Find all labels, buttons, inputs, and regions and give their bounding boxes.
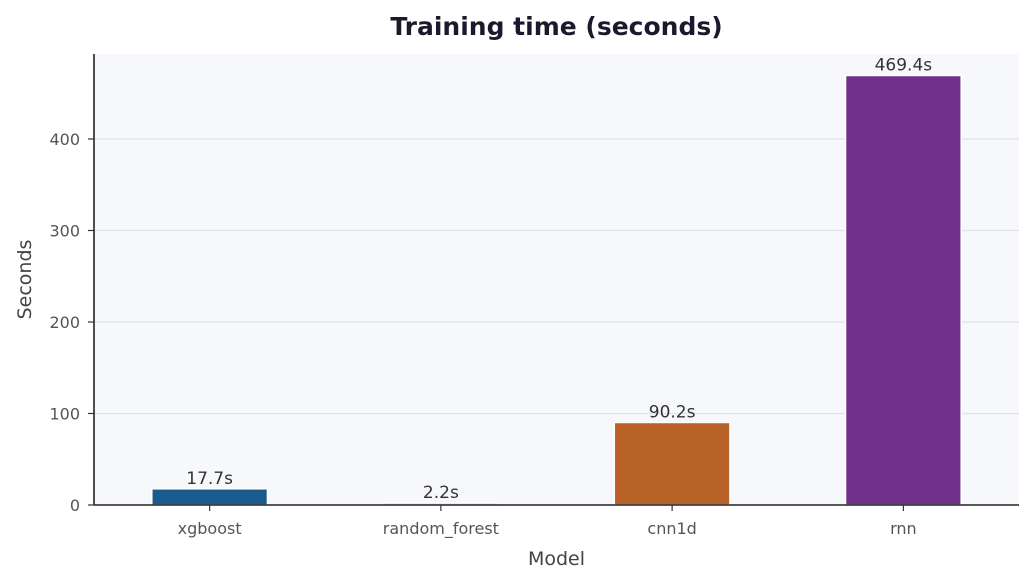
x-tick-label: xgboost [178, 519, 242, 538]
data-label: 90.2s [649, 402, 696, 422]
bars [151, 74, 962, 506]
x-tick-label: rnn [890, 519, 917, 538]
y-tick-label: 100 [49, 405, 80, 424]
y-tick-label: 200 [49, 313, 80, 332]
data-label: 17.7s [186, 469, 233, 489]
bar-xgboost [151, 488, 269, 506]
y-axis-label: Seconds [14, 240, 36, 320]
y-ticks: 0 100 200 300 400 [49, 130, 94, 515]
x-tick-label: random_forest [383, 519, 499, 539]
x-tick-label: cnn1d [647, 519, 696, 538]
data-label: 469.4s [875, 56, 933, 76]
x-ticks: xgboost random_forest cnn1d rnn [178, 505, 917, 539]
x-axis-label: Model [528, 548, 585, 570]
bar-cnn1d [613, 421, 731, 506]
data-labels: 17.7s 2.2s 90.2s 469.4s [186, 56, 932, 503]
data-label: 2.2s [423, 483, 459, 503]
bar-rnn [844, 74, 962, 506]
y-tick-label: 400 [49, 130, 80, 149]
y-tick-label: 0 [70, 496, 80, 515]
chart-title: Training time (seconds) [390, 12, 722, 41]
y-tick-label: 300 [49, 222, 80, 241]
